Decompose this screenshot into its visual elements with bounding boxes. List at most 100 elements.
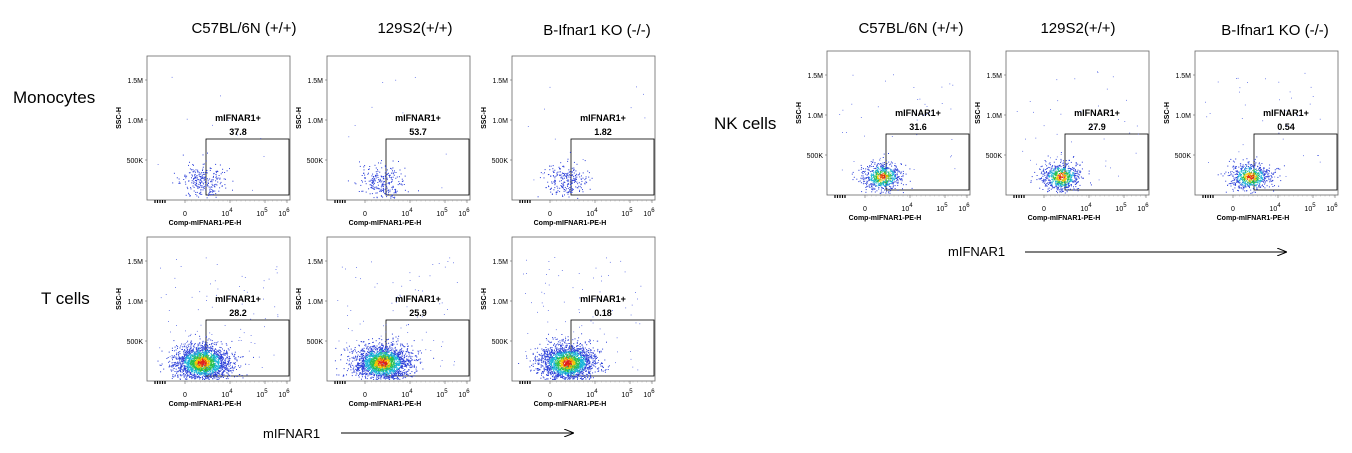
event-dot bbox=[204, 376, 206, 378]
event-dot bbox=[386, 369, 388, 370]
event-dot bbox=[566, 192, 568, 194]
event-dot bbox=[171, 355, 173, 357]
event-dot bbox=[408, 375, 410, 377]
event-dot bbox=[377, 349, 379, 351]
event-dot bbox=[187, 367, 189, 369]
event-dot bbox=[380, 162, 382, 164]
event-dot bbox=[372, 181, 374, 183]
event-dot bbox=[224, 352, 226, 354]
event-dot bbox=[395, 172, 397, 173]
event-dot bbox=[370, 348, 372, 350]
event-dot bbox=[219, 351, 221, 353]
event-dot bbox=[201, 348, 203, 350]
event-dot bbox=[367, 365, 369, 367]
event-dot bbox=[385, 352, 387, 354]
event-dot bbox=[218, 359, 220, 361]
event-dot bbox=[388, 174, 390, 176]
event-dot bbox=[199, 291, 201, 293]
event-dot bbox=[208, 350, 210, 352]
event-dot bbox=[198, 369, 200, 371]
event-dot bbox=[206, 354, 208, 356]
event-dot bbox=[580, 187, 582, 189]
event-dot bbox=[359, 369, 361, 371]
event-dot bbox=[567, 187, 569, 189]
event-dot bbox=[407, 348, 409, 350]
event-dot bbox=[368, 356, 370, 358]
event-dot bbox=[243, 290, 245, 291]
event-dot bbox=[368, 188, 370, 190]
event-dot bbox=[362, 363, 364, 365]
x-axis-label: Comp-mIFNAR1-PE-H bbox=[349, 401, 422, 408]
event-dot bbox=[214, 371, 216, 373]
event-dot bbox=[205, 176, 207, 178]
event-dot bbox=[398, 161, 399, 162]
event-dot bbox=[399, 359, 401, 361]
y-tick-label: 1.5M bbox=[127, 259, 143, 266]
event-dot bbox=[197, 348, 199, 350]
event-dot bbox=[379, 191, 381, 192]
event-dot bbox=[211, 370, 213, 372]
event-dot bbox=[207, 364, 209, 366]
event-dot bbox=[185, 365, 187, 367]
event-dot bbox=[189, 354, 191, 356]
event-dot bbox=[226, 344, 228, 346]
event-dot bbox=[196, 330, 198, 332]
event-dot bbox=[386, 363, 388, 365]
event-dot bbox=[381, 180, 383, 182]
event-dot bbox=[385, 376, 387, 377]
event-dot bbox=[229, 358, 231, 360]
event-dot bbox=[410, 358, 412, 359]
event-dot bbox=[226, 357, 228, 359]
event-dot bbox=[210, 191, 212, 193]
event-dot bbox=[185, 354, 187, 355]
event-dot bbox=[385, 176, 386, 177]
event-dot bbox=[195, 362, 197, 364]
event-dot bbox=[389, 374, 391, 376]
event-dot bbox=[411, 376, 413, 378]
event-dot bbox=[383, 181, 385, 182]
event-dot bbox=[197, 186, 199, 188]
event-dot bbox=[218, 370, 219, 371]
event-dot bbox=[379, 352, 381, 354]
event-dot bbox=[567, 174, 569, 176]
event-dot bbox=[206, 347, 208, 349]
event-dot bbox=[207, 355, 209, 357]
event-dot bbox=[181, 356, 183, 358]
event-dot bbox=[391, 344, 393, 346]
event-dot bbox=[362, 181, 363, 183]
event-dot bbox=[207, 370, 209, 371]
event-dot bbox=[556, 174, 558, 176]
event-dot bbox=[395, 356, 397, 358]
event-dot bbox=[391, 347, 393, 349]
event-dot bbox=[188, 358, 190, 360]
event-dot bbox=[375, 177, 377, 179]
event-dot bbox=[386, 374, 388, 376]
event-dot bbox=[358, 191, 360, 192]
event-dot bbox=[179, 359, 181, 361]
event-dot bbox=[370, 348, 372, 349]
event-dot bbox=[195, 171, 196, 173]
event-dot bbox=[212, 179, 214, 181]
event-dot bbox=[160, 371, 162, 373]
event-dot bbox=[196, 361, 198, 363]
event-dot bbox=[565, 190, 567, 192]
event-dot bbox=[362, 364, 364, 366]
event-dot bbox=[382, 364, 384, 366]
event-dot bbox=[392, 160, 394, 162]
event-dot bbox=[381, 358, 383, 360]
event-dot bbox=[210, 350, 212, 352]
event-dot bbox=[563, 166, 565, 168]
event-dot bbox=[200, 368, 201, 370]
event-dot bbox=[220, 358, 222, 360]
event-dot bbox=[215, 372, 216, 374]
event-dot bbox=[362, 359, 364, 361]
event-dot bbox=[186, 350, 188, 352]
event-dot bbox=[395, 177, 397, 179]
event-dot bbox=[348, 364, 350, 366]
event-dot bbox=[378, 338, 380, 340]
event-dot bbox=[192, 354, 194, 356]
x-tick-label: 105 bbox=[436, 389, 448, 399]
event-dot bbox=[384, 352, 386, 354]
event-dot bbox=[540, 172, 542, 174]
event-dot bbox=[187, 366, 189, 368]
